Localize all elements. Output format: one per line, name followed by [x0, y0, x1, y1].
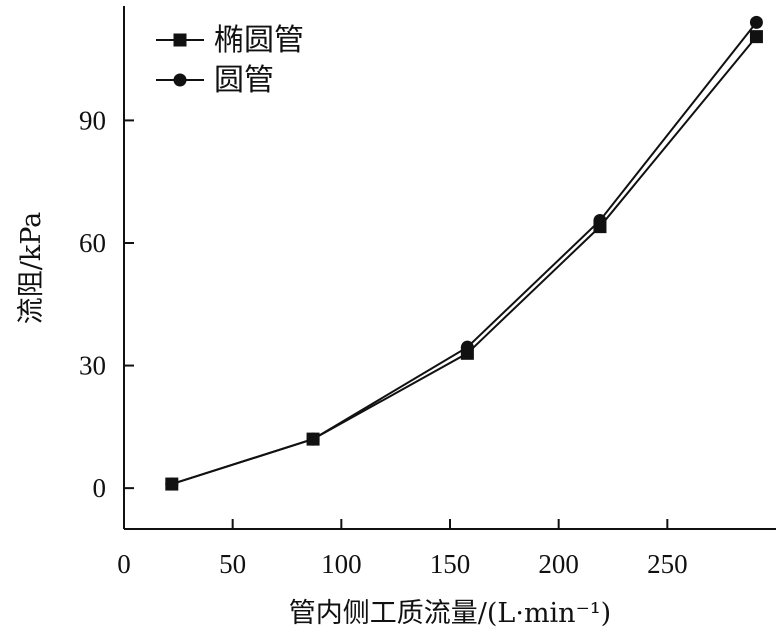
legend-square-marker: [173, 33, 187, 47]
y-tick-label: 90: [79, 105, 106, 135]
y-tick-label: 60: [79, 228, 106, 258]
legend-label: 椭圆管: [214, 23, 304, 58]
y-axis-title: 流阻/kPa: [16, 212, 47, 325]
x-tick-label: 150: [430, 549, 471, 579]
y-ticks: 0 30 60 90: [79, 105, 134, 503]
circle-data-point: [306, 432, 320, 446]
x-tick-label: 100: [321, 549, 362, 579]
series-2: [165, 15, 763, 491]
y-tick-label: 0: [93, 473, 107, 503]
y-tick-label: 30: [79, 351, 106, 381]
legend-circle-marker: [173, 73, 187, 87]
x-ticks: 0 50 100 150 200 250: [117, 519, 688, 579]
series-layer: [165, 15, 763, 491]
series-1: [165, 30, 763, 491]
series-line: [171, 36, 758, 486]
circle-data-point: [749, 15, 763, 29]
circle-data-point: [460, 340, 474, 354]
x-tick-label: 250: [647, 549, 688, 579]
square-data-point: [749, 30, 763, 44]
x-tick-label: 50: [219, 549, 246, 579]
x-axis-title: 管内侧工质流量/(L·min⁻¹): [289, 598, 611, 629]
legend-label: 圆管: [214, 63, 274, 98]
x-tick-label: 0: [117, 549, 131, 579]
circle-data-point: [593, 214, 607, 228]
legend-item: 椭圆管: [156, 23, 304, 58]
circle-data-point: [165, 477, 179, 491]
x-tick-label: 200: [538, 549, 579, 579]
legend-item: 圆管: [156, 63, 274, 98]
